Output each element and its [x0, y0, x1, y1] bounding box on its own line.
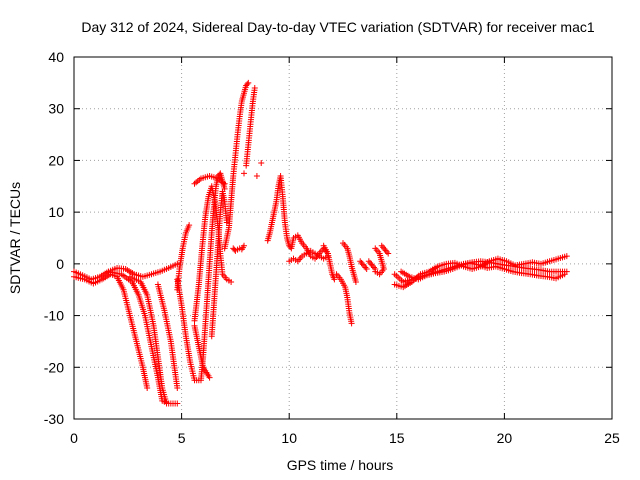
y-tick-label: -20 — [44, 359, 64, 375]
y-tick-label: 40 — [48, 49, 64, 65]
y-tick-label: 20 — [48, 152, 64, 168]
y-axis-label: SDTVAR / TECUs — [7, 182, 23, 294]
data-point — [348, 320, 355, 327]
data-point — [221, 180, 228, 187]
data-point — [363, 266, 370, 273]
x-tick-label: 10 — [281, 430, 297, 446]
data-point — [251, 85, 258, 92]
y-tick-label: 30 — [48, 101, 64, 117]
plot-frame — [73, 56, 613, 420]
data-point — [372, 266, 379, 273]
y-tick-label: -10 — [44, 308, 64, 324]
y-tick-label: 10 — [48, 204, 64, 220]
x-tick-label: 20 — [497, 430, 513, 446]
data-point — [223, 219, 230, 226]
data-point — [385, 250, 392, 257]
data-point — [186, 222, 193, 229]
data-point — [144, 384, 151, 391]
x-tick-label: 0 — [70, 430, 78, 446]
data-point — [163, 400, 170, 407]
x-axis-label: GPS time / hours — [287, 457, 394, 473]
data-point — [258, 160, 265, 167]
data-point — [563, 253, 570, 260]
data-point — [241, 170, 248, 177]
data-points — [71, 79, 570, 407]
x-tick-label: 25 — [604, 430, 620, 446]
data-point — [561, 271, 568, 278]
data-point — [244, 81, 251, 88]
data-point — [331, 276, 338, 283]
data-point — [352, 278, 359, 285]
x-tick-label: 15 — [389, 430, 405, 446]
data-point — [253, 172, 260, 179]
data-point — [174, 400, 181, 407]
data-point — [245, 79, 252, 86]
data-point — [206, 374, 213, 381]
data-point — [241, 242, 248, 249]
x-tick-labels: 0 5 10 15 20 25 — [70, 430, 620, 446]
y-tick-label: 0 — [56, 256, 64, 272]
chart-title: Day 312 of 2024, Sidereal Day-to-day VTE… — [81, 19, 594, 35]
data-point — [174, 260, 181, 267]
y-tick-labels: -30 -20 -10 0 10 20 30 40 — [44, 49, 64, 427]
y-tick-label: -30 — [44, 411, 64, 427]
data-point — [174, 384, 181, 391]
x-tick-label: 5 — [178, 430, 186, 446]
data-point — [228, 278, 235, 285]
